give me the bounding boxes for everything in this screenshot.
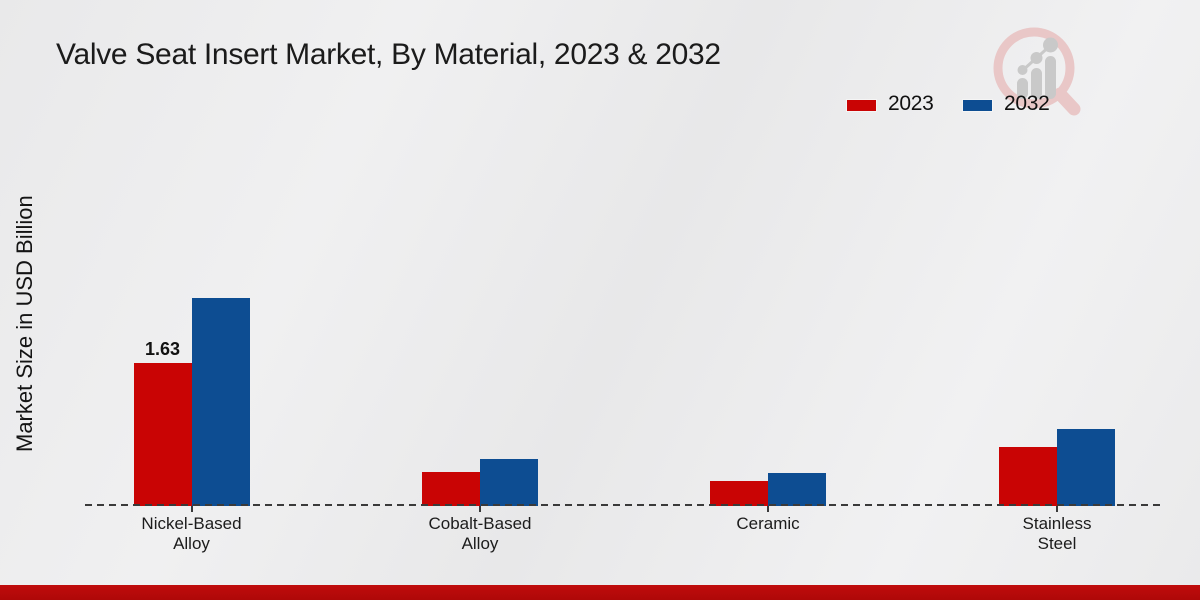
footer-accent-bar <box>0 585 1200 600</box>
legend-swatch-2023 <box>846 99 877 112</box>
bar-2032-cat1 <box>480 459 538 506</box>
x-axis-tick <box>479 506 481 512</box>
bar-2023-cat1 <box>422 472 480 506</box>
bar-2023-cat3 <box>999 447 1057 506</box>
y-axis-label: Market Size in USD Billion <box>12 195 37 452</box>
legend-label-2032: 2032 <box>1004 92 1050 115</box>
category-label: Ceramic <box>736 514 800 533</box>
category-label: Nickel-Based Alloy <box>141 514 242 553</box>
legend-swatch-2032 <box>962 99 993 112</box>
x-axis-tick <box>190 506 193 512</box>
category-label: Stainless Steel <box>1022 514 1092 553</box>
bar-2023-cat2 <box>710 481 768 506</box>
bar-2032-cat2 <box>768 473 826 506</box>
category-label: Cobalt-Based Alloy <box>428 514 532 553</box>
x-axis-tick <box>1056 506 1058 512</box>
bar-2023-cat0 <box>133 363 192 506</box>
x-axis-line <box>85 504 1162 506</box>
chart-title: Valve Seat Insert Market, By Material, 2… <box>56 38 721 71</box>
bar-2032-cat3 <box>1057 429 1115 506</box>
bar-2032-cat0 <box>191 298 250 506</box>
magnifier-growth-chart-logo-icon <box>993 27 1081 116</box>
legend-label-2023: 2023 <box>888 92 934 115</box>
bar-value-label: 1.63 <box>144 339 181 359</box>
x-axis-tick <box>767 506 769 512</box>
